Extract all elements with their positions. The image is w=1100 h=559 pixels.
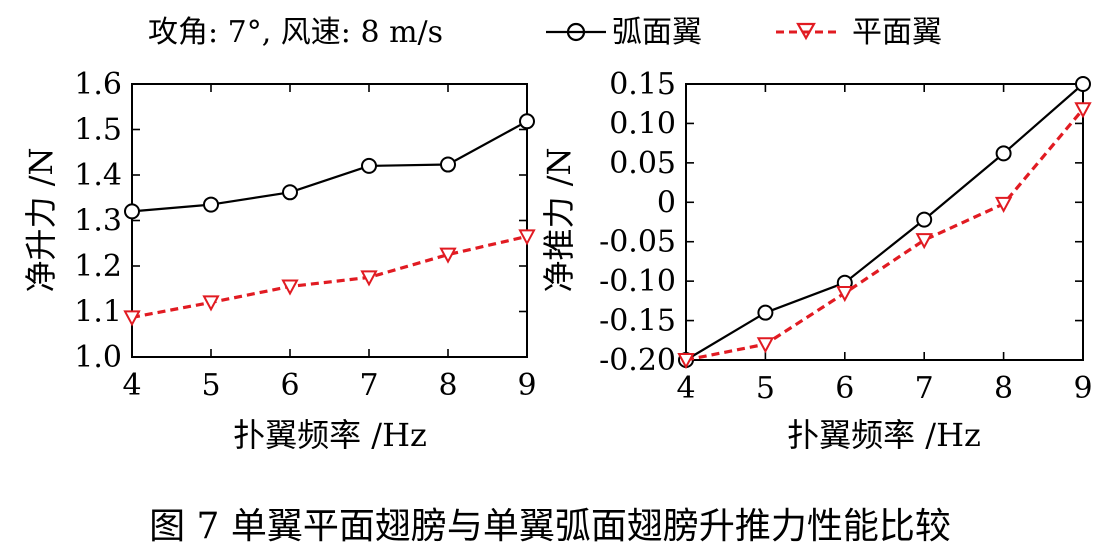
lift-point-curved	[440, 156, 456, 173]
thrust-point-flat	[756, 337, 775, 354]
lift-point-curved	[282, 184, 298, 201]
thrust-series-line-1	[685, 108, 1085, 362]
lift-series-line-0	[131, 120, 528, 213]
thrust-ytick-label: 0.15	[609, 67, 676, 102]
lift-chart: 1.0 1.1 1.2 1.3 1.4 1.5 1.6 4 5 6 7 8 9 扑翼频率 /Hz 净升力 /…	[22, 67, 537, 454]
thrust-ytick-label: 0.10	[609, 106, 676, 141]
thrust-point-curved	[916, 211, 933, 228]
thrust-xaxis-label: 扑翼频率 /Hz	[787, 416, 981, 454]
thrust-plot-frame	[685, 83, 1084, 361]
thrust-xtick-label: 7	[915, 371, 934, 406]
lift-point-curved	[124, 203, 140, 220]
lift-ytick-label: 1.5	[74, 113, 122, 148]
lift-xtick-label: 5	[201, 368, 220, 403]
thrust-point-curved	[757, 304, 774, 321]
thrust-point-flat	[836, 285, 854, 303]
lift-point-flat	[281, 279, 299, 296]
lift-xtick-label: 7	[359, 368, 378, 403]
lift-xtick-label: 9	[517, 368, 536, 403]
triangle-down-icon	[796, 22, 816, 41]
thrust-point-flat	[1074, 102, 1092, 119]
lift-ytick-label: 1.3	[74, 204, 122, 239]
lift-point-flat	[439, 247, 457, 264]
lift-xaxis-label: 扑翼频率 /Hz	[233, 416, 427, 454]
lift-series-line-1	[131, 234, 528, 319]
lift-yaxis-label: 净升力 /N	[22, 148, 60, 293]
lift-ytick-label: 1.4	[74, 158, 122, 193]
thrust-ytick-label: -0.20	[599, 343, 676, 378]
lift-xtick-label: 6	[280, 368, 299, 403]
thrust-xtick-label: 4	[676, 371, 695, 406]
thrust-ytick-label: 0	[657, 185, 676, 220]
circle-icon	[566, 22, 586, 42]
lift-ytick-label: 1.0	[74, 340, 122, 375]
thrust-xtick-label: 6	[835, 371, 854, 406]
lift-point-curved	[203, 196, 219, 213]
lift-point-flat	[123, 310, 141, 327]
legend-label-curved: 弧面翼	[612, 15, 702, 50]
lift-xtick-label: 4	[122, 368, 141, 403]
condition-text: 攻角: 7°, 风速: 8 m/s	[148, 15, 443, 50]
thrust-point-curved	[995, 145, 1012, 162]
legend-label-flat: 平面翼	[852, 15, 942, 50]
thrust-series-line-0	[685, 83, 1084, 361]
lift-point-flat	[360, 270, 378, 287]
thrust-point-flat	[915, 233, 933, 250]
thrust-point-flat	[677, 353, 695, 370]
thrust-ytick-label: -0.10	[599, 264, 676, 299]
figure-caption: 图 7 单翼平面翅膀与单翼弧面翅膀升推力性能比较	[149, 506, 951, 547]
thrust-xtick-label: 5	[756, 371, 775, 406]
thrust-chart: -0.20 -0.15 -0.10 -0.05 0 0.05 0.10 0.15 4 5 6 7 8 9 扑…	[540, 67, 1093, 454]
lift-ytick-label: 1.1	[74, 295, 122, 330]
thrust-xtick-label: 8	[994, 371, 1013, 406]
lift-point-flat	[202, 295, 220, 312]
lift-xtick-label: 8	[438, 368, 457, 403]
thrust-point-curved	[1075, 76, 1091, 92]
thrust-yaxis-label: 净推力 /N	[540, 148, 578, 293]
lift-plot-frame	[131, 83, 528, 358]
lift-point-flat	[518, 229, 536, 246]
lift-ytick-label: 1.2	[74, 249, 122, 284]
lift-ytick-label: 1.6	[74, 67, 122, 102]
thrust-point-flat	[994, 196, 1013, 213]
thrust-xtick-label: 9	[1073, 371, 1092, 406]
lift-point-curved	[519, 113, 535, 130]
lift-point-curved	[361, 157, 377, 174]
legend: 弧面翼 平面翼	[546, 15, 942, 50]
thrust-ytick-label: 0.05	[609, 146, 676, 181]
thrust-ytick-label: -0.15	[599, 304, 676, 339]
thrust-ytick-label: -0.05	[599, 225, 676, 260]
